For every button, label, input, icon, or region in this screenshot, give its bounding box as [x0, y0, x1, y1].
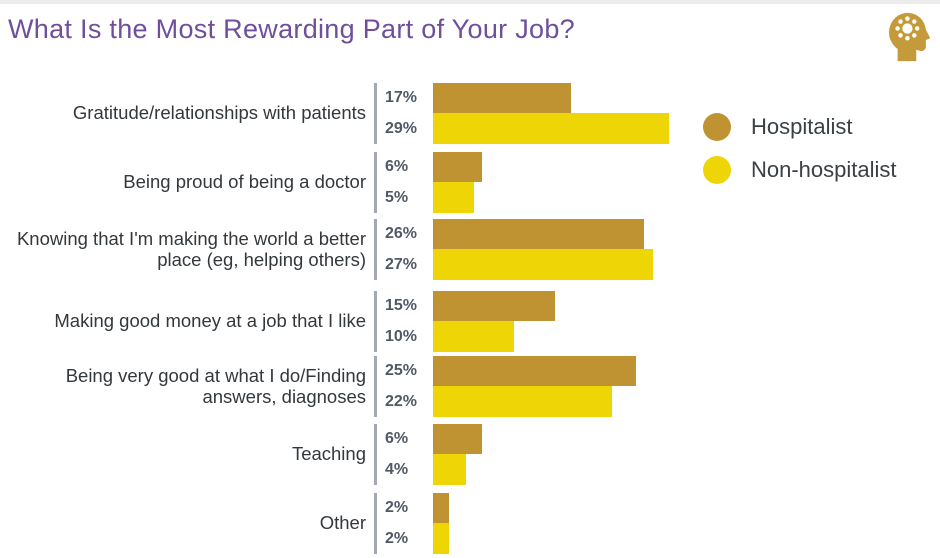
axis-line	[374, 219, 377, 280]
category-label: Other	[319, 512, 366, 534]
bar-row: Other 2% 2%	[0, 493, 940, 554]
legend-item-hospitalist: Hospitalist	[703, 112, 897, 142]
category-label: Knowing that I'm making the world a bett…	[16, 227, 366, 270]
hospitalist-bar	[433, 493, 450, 523]
hospitalist-bar	[433, 291, 555, 321]
axis-line	[374, 291, 377, 352]
non-hospitalist-value-label: 5%	[385, 189, 409, 206]
head-with-gear-icon	[878, 7, 934, 63]
hospitalist-swatch-icon	[703, 113, 731, 141]
non-hospitalist-bar	[433, 321, 515, 352]
non-hospitalist-swatch-icon	[703, 156, 731, 184]
hospitalist-value-label: 15%	[385, 297, 418, 314]
non-hospitalist-bar	[433, 523, 450, 554]
axis-line	[374, 356, 377, 417]
category-label: Gratitude/relationships with patients	[72, 102, 366, 124]
bar-row: Knowing that I'm making the world a bett…	[0, 219, 940, 280]
hospitalist-value-label: 6%	[385, 430, 409, 447]
non-hospitalist-value-label: 22%	[385, 393, 418, 410]
non-hospitalist-bar	[433, 454, 466, 485]
category-label: Being proud of being a doctor	[123, 171, 366, 193]
hospitalist-bar	[433, 152, 482, 182]
axis-line	[374, 424, 377, 485]
bar-row: Gratitude/relationships with patients 17%…	[0, 83, 940, 144]
non-hospitalist-bar	[433, 182, 474, 213]
category-label: Teaching	[291, 443, 366, 465]
non-hospitalist-value-label: 10%	[385, 328, 418, 345]
hospitalist-bar	[433, 219, 645, 249]
category-label: Being very good at what I do/Finding ans…	[65, 364, 366, 407]
hospitalist-value-label: 6%	[385, 158, 409, 175]
chart-title: What Is the Most Rewarding Part of Your …	[8, 14, 575, 44]
category-label: Making good money at a job that I like	[54, 310, 366, 332]
axis-line	[374, 83, 377, 144]
non-hospitalist-bar	[433, 249, 653, 280]
non-hospitalist-value-label: 4%	[385, 461, 409, 478]
hospitalist-bar	[433, 83, 572, 113]
non-hospitalist-bar	[433, 386, 612, 417]
hospitalist-value-label: 17%	[385, 89, 418, 106]
hospitalist-value-label: 2%	[385, 499, 409, 516]
bar-row: Making good money at a job that I like 15…	[0, 291, 940, 352]
non-hospitalist-bar	[433, 113, 669, 144]
bar-row: Being proud of being a doctor 6% 5%	[0, 152, 940, 213]
non-hospitalist-value-label: 2%	[385, 530, 409, 547]
legend: Hospitalist Non-hospitalist	[703, 112, 897, 198]
hospitalist-bar	[433, 424, 482, 454]
legend-label-hospitalist: Hospitalist	[751, 114, 853, 139]
bar-row: Being very good at what I do/Finding ans…	[0, 356, 940, 417]
hospitalist-bar	[433, 356, 637, 386]
non-hospitalist-value-label: 29%	[385, 120, 418, 137]
axis-line	[374, 152, 377, 213]
top-border	[0, 0, 940, 4]
legend-label-non-hospitalist: Non-hospitalist	[751, 157, 897, 182]
hospitalist-value-label: 26%	[385, 225, 418, 242]
non-hospitalist-value-label: 27%	[385, 256, 418, 273]
legend-item-non-hospitalist: Non-hospitalist	[703, 155, 897, 185]
bar-row: Teaching 6% 4%	[0, 424, 940, 485]
hospitalist-value-label: 25%	[385, 362, 418, 379]
axis-line	[374, 493, 377, 554]
